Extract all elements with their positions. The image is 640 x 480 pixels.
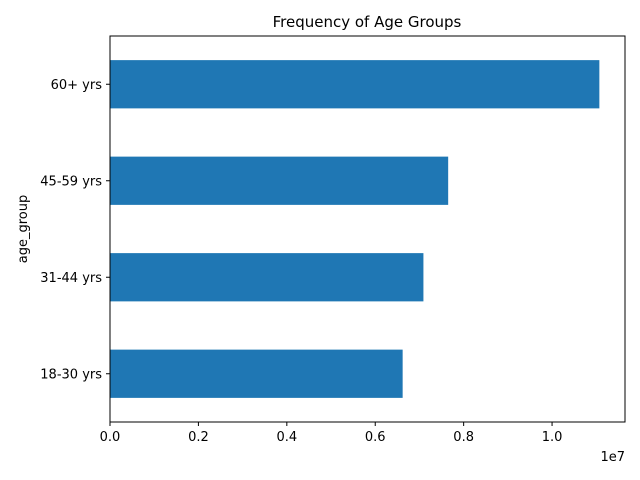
x-ticks-group: 0.0 0.2 0.4 0.6 0.8 1.0 (100, 422, 563, 445)
y-tick-label: 31-44 yrs (40, 271, 102, 286)
x-tick-label: 0.6 (365, 430, 386, 445)
bar-60-yrs (110, 60, 600, 109)
bar-31-44-yrs (110, 253, 424, 302)
bar-45-59-yrs (110, 156, 449, 205)
y-tick-label: 45-59 yrs (40, 174, 102, 189)
y-tick-label: 18-30 yrs (40, 367, 102, 382)
x-tick-label: 0.8 (453, 430, 474, 445)
y-axis-label: age_group (16, 195, 31, 263)
bars-group (110, 60, 600, 398)
y-ticks-group: 18-30 yrs 31-44 yrs 45-59 yrs 60+ yrs (40, 78, 110, 382)
plot-frame (109, 35, 626, 423)
y-tick-label: 60+ yrs (51, 78, 103, 93)
x-tick-label: 0.4 (276, 430, 297, 445)
x-offset-text: 1e7 (600, 450, 625, 465)
x-tick-label: 0.2 (188, 430, 209, 445)
x-tick-label: 0.0 (100, 430, 121, 445)
chart-title: Frequency of Age Groups (273, 13, 462, 31)
bar-18-30-yrs (110, 349, 403, 398)
x-tick-label: 1.0 (542, 430, 563, 445)
